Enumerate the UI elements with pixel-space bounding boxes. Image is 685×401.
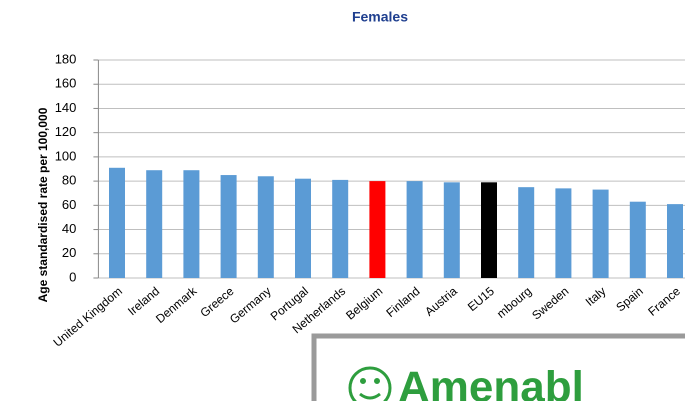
bar: [406, 181, 423, 278]
y-tick-label: 100: [55, 148, 77, 163]
y-tick-label: 0: [69, 269, 76, 284]
bar: [592, 189, 609, 278]
y-tick-label: 120: [55, 124, 77, 139]
bar: [220, 175, 237, 278]
x-tick-label: mbourg: [494, 284, 534, 321]
bar: [146, 170, 163, 278]
x-tick-label: Finland: [383, 284, 422, 320]
x-tick-label: Austria: [422, 284, 460, 319]
x-tick-label: Spain: [613, 284, 646, 314]
x-tick-label: United Kingdom: [51, 284, 125, 350]
bar: [332, 179, 349, 278]
y-axis-label: Age standardised rate per 100,000: [36, 107, 50, 302]
y-tick-label: 140: [55, 100, 77, 115]
bar: [555, 188, 572, 278]
y-tick-label: 160: [55, 76, 77, 91]
bar: [518, 187, 535, 278]
y-tick-label: 40: [62, 221, 76, 236]
overlay-text: Amenabl: [398, 363, 584, 401]
x-tick-label: Denmark: [153, 283, 200, 326]
y-tick-label: 60: [62, 197, 76, 212]
y-tick-label: 180: [55, 51, 77, 66]
x-tick-label: Belgium: [343, 284, 385, 323]
bar: [369, 181, 386, 278]
overlay: Amenabl: [311, 333, 685, 401]
x-tick-label: Germany: [227, 284, 274, 326]
bar: [629, 201, 646, 278]
bar: [109, 167, 125, 278]
y-tick-label: 80: [62, 173, 76, 188]
chart-title: Females: [352, 9, 408, 25]
bar: [481, 182, 497, 278]
bar: [667, 204, 683, 278]
bar: [443, 182, 460, 278]
x-tick-label: EU15: [465, 284, 497, 314]
y-tick-label: 20: [62, 245, 76, 260]
bar: [257, 176, 274, 278]
bar: [295, 178, 311, 278]
x-tick-label: France: [645, 284, 683, 319]
bar: [183, 170, 200, 278]
smiley-icon: [348, 366, 392, 401]
x-tick-label: Italy: [583, 284, 609, 309]
x-tick-label: Sweden: [529, 284, 571, 323]
